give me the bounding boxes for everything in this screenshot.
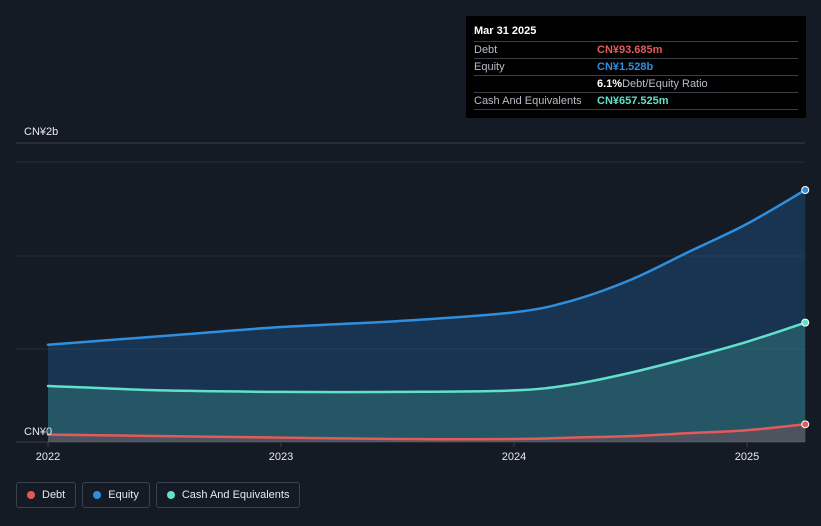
data-tooltip: Mar 31 2025 Debt CN¥93.685m Equity CN¥1.… — [466, 16, 806, 118]
y-axis-top-label: CN¥2b — [24, 126, 58, 138]
legend-label: Cash And Equivalents — [181, 489, 290, 501]
cash-and-equivalents-end-point — [801, 318, 810, 327]
cash-and-equivalents-area — [48, 322, 806, 442]
legend-item-equity[interactable]: Equity — [82, 482, 150, 508]
equity-dot-icon — [93, 491, 102, 499]
x-tick-label: 2023 — [269, 451, 293, 463]
chart-grid — [16, 142, 805, 443]
x-tick-label: 2024 — [502, 451, 526, 463]
tooltip-row-cash: Cash And Equivalents CN¥657.525m — [474, 92, 798, 110]
tooltip-row-debt: Debt CN¥93.685m — [474, 41, 798, 58]
equity-area — [48, 190, 806, 442]
legend-label: Debt — [42, 489, 66, 501]
y-axis-bottom-label: CN¥0 — [24, 426, 52, 438]
debt-dot-icon — [27, 491, 35, 499]
tooltip-suffix: Debt/Equity Ratio — [622, 78, 708, 90]
x-tick-label: 2025 — [735, 451, 759, 463]
tooltip-label: Cash And Equivalents — [474, 95, 582, 107]
debt-line — [46, 423, 807, 441]
tooltip-row-equity: Equity CN¥1.528b — [474, 58, 798, 75]
tooltip-label — [474, 76, 597, 92]
legend-label: Equity — [108, 489, 139, 501]
debt-end-point — [801, 420, 810, 429]
tooltip-value: CN¥93.685m — [597, 44, 663, 56]
tooltip-value: CN¥657.525m — [597, 95, 669, 107]
tooltip-row-ratio: 6.1% Debt/Equity Ratio — [474, 75, 798, 92]
x-axis-ticks: 2022 2023 2024 2025 — [36, 442, 759, 463]
legend-item-debt[interactable]: Debt — [16, 482, 77, 508]
tooltip-label: Equity — [474, 61, 505, 73]
tooltip-value: CN¥1.528b — [597, 61, 654, 73]
equity-end-point — [801, 186, 810, 194]
tooltip-date: Mar 31 2025 — [474, 25, 537, 37]
cash-and-equivalents-line — [46, 321, 807, 394]
chart-lines — [46, 186, 810, 441]
chart-legend: Debt Equity Cash And Equivalents — [16, 482, 301, 508]
chart-areas — [48, 190, 806, 442]
legend-item-cash[interactable]: Cash And Equivalents — [155, 482, 301, 508]
x-tick-label: 2022 — [36, 451, 60, 463]
tooltip-value: 6.1% — [597, 78, 623, 90]
equity-line — [46, 188, 807, 346]
tooltip-label: Debt — [474, 44, 498, 56]
cash-dot-icon — [166, 491, 175, 499]
